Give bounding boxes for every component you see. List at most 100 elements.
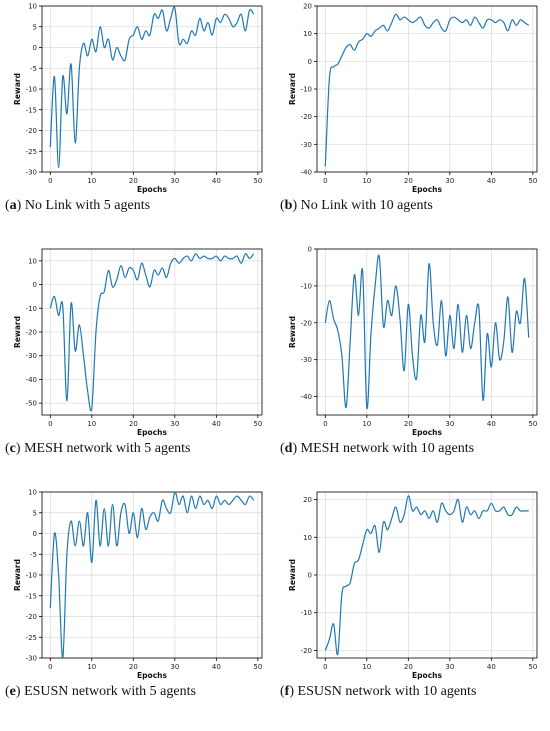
x-tick-label: 0	[323, 420, 327, 428]
y-tick-label: 10	[28, 3, 37, 11]
y-axis-label: Reward	[13, 73, 22, 105]
caption-close-paren: )	[292, 441, 298, 456]
line-chart-a: 0 10 20 30 40 50 -30 -25 -20 -15 -10 -5 0 5 10 Epochs Re…	[13, 3, 263, 194]
y-tick-label: -20	[301, 647, 312, 655]
y-tick-label: -30	[26, 352, 37, 360]
y-axis-label: Reward	[288, 316, 297, 348]
caption-text: No Link with 5 agents	[21, 198, 151, 213]
y-tick-label: -15	[26, 592, 37, 600]
series-line	[324, 254, 530, 410]
caption-close-paren: )	[15, 441, 21, 456]
chart-panel-b: 0 10 20 30 40 50 -40 -30 -20 -10 0 10 20 Epochs Reward…	[275, 0, 550, 243]
x-tick-label: 40	[212, 420, 221, 428]
chart-panel-e: 0 10 20 30 40 50 -30 -25 -20 -15 -10 -5 0 5 10 Epochs Re…	[0, 486, 275, 729]
x-tick-label: 0	[48, 177, 52, 185]
y-tick-label: 0	[308, 58, 312, 66]
x-tick-label: 20	[404, 663, 413, 671]
y-tick-label: 10	[28, 257, 37, 265]
y-tick-label: -10	[301, 86, 312, 94]
y-tick-label: -5	[30, 65, 37, 73]
y-tick-label: -40	[301, 169, 312, 177]
y-tick-label: -25	[26, 634, 37, 642]
x-tick-label: 50	[528, 177, 537, 185]
x-axis-label: Epochs	[412, 671, 442, 680]
y-tick-label: 10	[303, 534, 312, 542]
plot-frame	[316, 248, 538, 416]
x-tick-label: 10	[87, 420, 96, 428]
y-tick-label: 5	[33, 509, 37, 517]
subfigure-caption: (b) No Link with 10 agents	[280, 198, 433, 214]
subfigure-caption: (c) MESH network with 5 agents	[5, 441, 191, 457]
y-tick-label: -15	[26, 106, 37, 114]
caption-letter: c	[9, 441, 16, 456]
caption-open-paren: (	[280, 198, 285, 213]
x-tick-label: 50	[253, 177, 262, 185]
caption-open-paren: (	[5, 441, 10, 456]
y-tick-label: -50	[26, 400, 37, 408]
caption-text: MESH network with 10 agents	[297, 441, 475, 456]
series-line	[49, 6, 255, 169]
chart-panel-a: 0 10 20 30 40 50 -30 -25 -20 -15 -10 -5 0 5 10 Epochs Re…	[0, 0, 275, 243]
y-tick-label: -30	[26, 169, 37, 177]
y-tick-label: 0	[33, 530, 37, 538]
x-tick-label: 30	[445, 177, 454, 185]
x-tick-label: 50	[528, 663, 537, 671]
x-tick-label: 50	[253, 663, 262, 671]
y-tick-label: 0	[308, 246, 312, 254]
caption-close-paren: )	[292, 198, 298, 213]
y-tick-label: -25	[26, 148, 37, 156]
y-tick-label: -40	[26, 376, 37, 384]
y-tick-label: -30	[26, 655, 37, 663]
y-axis-label: Reward	[288, 559, 297, 591]
y-tick-label: -10	[301, 282, 312, 290]
x-tick-label: 40	[487, 177, 496, 185]
x-tick-label: 10	[87, 663, 96, 671]
series-line	[324, 495, 529, 656]
x-tick-label: 40	[212, 663, 221, 671]
x-tick-label: 50	[253, 420, 262, 428]
caption-letter: b	[284, 198, 293, 213]
line-chart-e: 0 10 20 30 40 50 -30 -25 -20 -15 -10 -5 0 5 10 Epochs Re…	[13, 489, 263, 680]
series-line	[49, 491, 255, 659]
x-tick-label: 40	[487, 420, 496, 428]
chart-panel-f: 0 10 20 30 40 50 -20 -10 0 10 20 Epochs Reward (f) ES…	[275, 486, 550, 729]
x-tick-label: 40	[212, 177, 221, 185]
series-line	[49, 253, 255, 412]
x-tick-label: 10	[362, 663, 371, 671]
chart-panel-d: 0 10 20 30 40 50 -40 -30 -20 -10 0 Epochs Reward (d) …	[275, 243, 550, 486]
x-tick-label: 30	[170, 420, 179, 428]
x-tick-label: 0	[48, 420, 52, 428]
x-tick-label: 10	[362, 420, 371, 428]
caption-close-paren: )	[289, 684, 295, 699]
y-tick-label: -20	[26, 127, 37, 135]
y-tick-label: 10	[28, 489, 37, 497]
series-line	[324, 13, 530, 167]
x-tick-label: 30	[170, 177, 179, 185]
caption-text: No Link with 10 agents	[297, 198, 433, 213]
y-tick-label: 0	[33, 281, 37, 289]
x-tick-label: 20	[129, 177, 138, 185]
y-axis-label: Reward	[13, 559, 22, 591]
y-tick-label: -20	[26, 613, 37, 621]
y-tick-label: 0	[33, 44, 37, 52]
y-tick-label: -30	[301, 356, 312, 364]
y-tick-label: 20	[303, 496, 312, 504]
x-axis-label: Epochs	[412, 185, 442, 194]
x-tick-label: 50	[528, 420, 537, 428]
x-tick-label: 10	[87, 177, 96, 185]
x-tick-label: 0	[323, 663, 327, 671]
caption-open-paren: (	[280, 441, 285, 456]
y-tick-label: -5	[30, 551, 37, 559]
y-tick-label: -40	[301, 393, 312, 401]
y-tick-label: -10	[26, 305, 37, 313]
chart-panel-c: 0 10 20 30 40 50 -50 -40 -30 -20 -10 0 10 Epochs Rewar…	[0, 243, 275, 486]
y-tick-label: -10	[301, 609, 312, 617]
caption-text: ESUSN network with 10 agents	[294, 684, 477, 699]
subfigure-caption: (a) No Link with 5 agents	[5, 198, 150, 214]
line-chart-d: 0 10 20 30 40 50 -40 -30 -20 -10 0 Epochs Reward	[288, 246, 538, 437]
x-tick-label: 20	[129, 420, 138, 428]
y-axis-label: Reward	[288, 73, 297, 105]
x-axis-label: Epochs	[137, 185, 167, 194]
caption-letter: a	[9, 198, 17, 213]
